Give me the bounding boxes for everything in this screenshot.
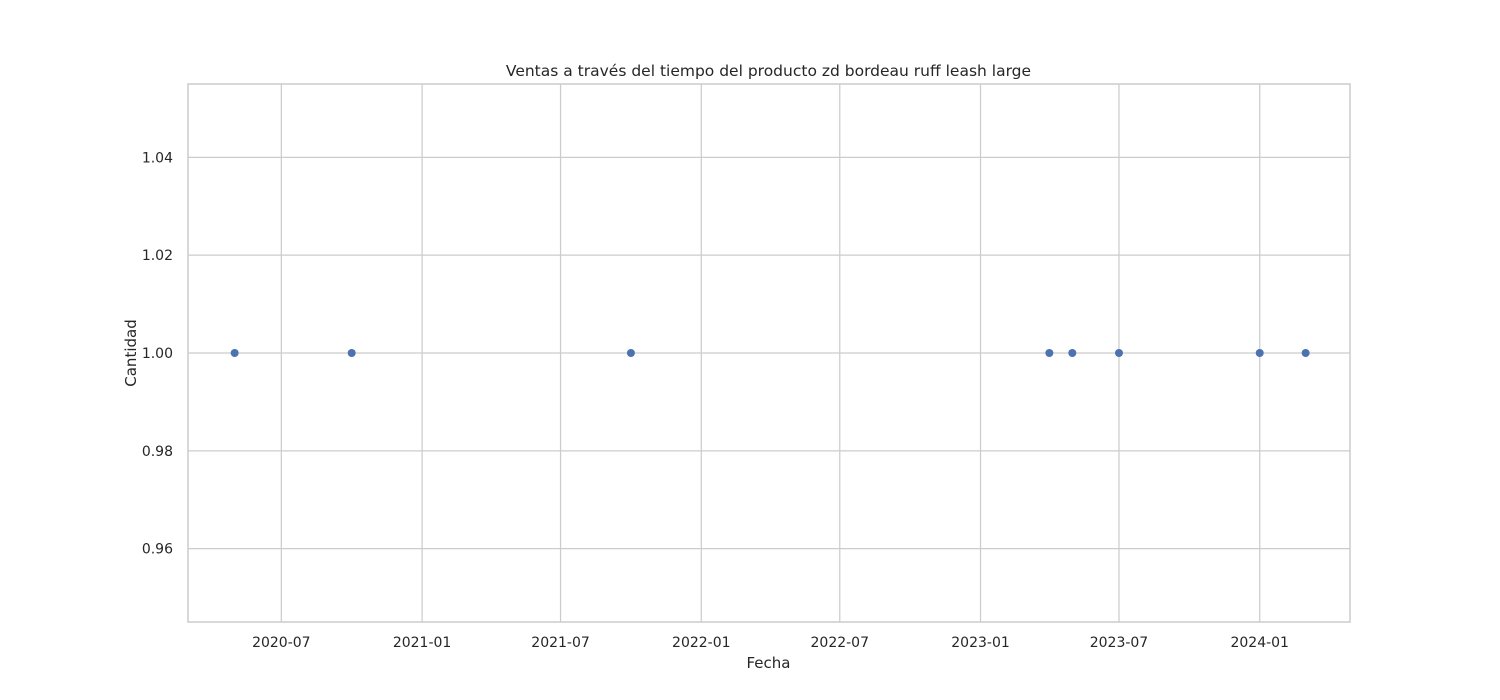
x-tick-label: 2021-07 <box>531 635 590 651</box>
x-tick-label: 2023-01 <box>951 635 1010 651</box>
y-gridlines <box>188 156 1350 550</box>
y-tick-label: 1.04 <box>142 150 173 166</box>
chart-title: Ventas a través del tiempo del producto … <box>506 62 1031 80</box>
x-tick-label: 2024-01 <box>1230 635 1289 651</box>
x-tick-label: 2020-07 <box>252 635 311 651</box>
data-point <box>347 349 356 357</box>
data-point <box>1045 349 1054 357</box>
x-tick-label: 2021-01 <box>393 635 452 651</box>
data-points <box>230 349 1310 357</box>
data-point <box>230 349 239 357</box>
data-point <box>1255 349 1264 357</box>
x-tick-label: 2022-07 <box>811 635 870 651</box>
data-point <box>1114 349 1123 357</box>
y-tick-label: 0.96 <box>142 542 173 558</box>
y-tick-label: 0.98 <box>142 444 173 460</box>
x-tick-labels: 2020-07 2021-01 2021-07 2022-01 2022-07 2023-… <box>252 635 1289 651</box>
y-axis-label: Cantidad <box>122 319 140 386</box>
plot-frame <box>187 83 1351 623</box>
x-tick-label: 2023-07 <box>1090 635 1149 651</box>
data-point <box>626 349 635 357</box>
y-tick-labels: 0.96 0.98 1.00 1.02 1.04 <box>142 150 173 557</box>
y-tick-label: 1.00 <box>142 346 173 362</box>
y-tick-label: 1.02 <box>142 248 173 264</box>
x-axis-label: Fecha <box>747 654 791 672</box>
data-point <box>1068 349 1077 357</box>
x-tick-label: 2022-01 <box>672 635 731 651</box>
data-point <box>1301 349 1310 357</box>
